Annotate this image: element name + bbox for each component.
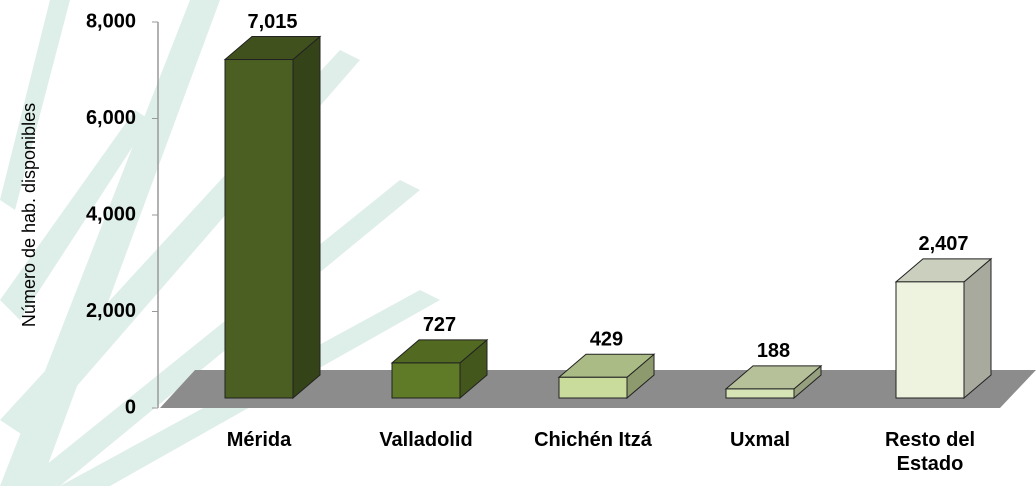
y-tick-label: 2,000 — [86, 300, 136, 322]
value-label: 727 — [423, 314, 456, 336]
y-axis-label: Número de hab. disponibles — [19, 103, 39, 327]
x-tick-label: Chichén Itzá — [534, 429, 652, 451]
x-tick-label: Mérida — [226, 429, 292, 451]
bar — [224, 59, 294, 399]
value-label: 188 — [757, 340, 790, 362]
bar — [895, 281, 965, 399]
y-tick-label: 4,000 — [86, 203, 136, 225]
x-tick-label: Resto del Estado — [884, 429, 976, 475]
bar — [558, 376, 628, 399]
bar — [725, 388, 795, 399]
y-tick-label: 6,000 — [86, 107, 136, 129]
y-tick-label: 0 — [125, 396, 136, 418]
background-leaves — [0, 0, 440, 486]
x-tick-label: Uxmal — [729, 429, 791, 451]
bar-side — [963, 257, 992, 400]
value-label: 2,407 — [918, 233, 968, 255]
x-tick-label: Valladolid — [379, 429, 473, 451]
bar — [391, 362, 461, 399]
bar-side — [292, 35, 321, 400]
y-tick-label: 8,000 — [86, 10, 136, 32]
value-label: 429 — [590, 329, 623, 351]
value-label: 7,015 — [247, 11, 297, 33]
